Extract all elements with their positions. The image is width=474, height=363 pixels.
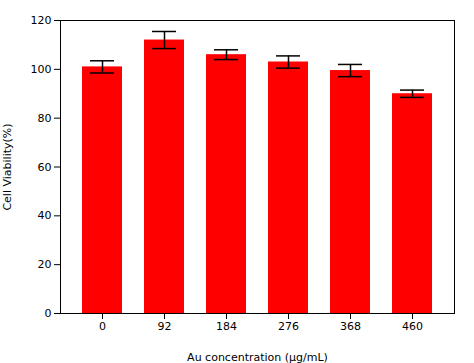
- svg-text:460: 460: [402, 320, 423, 333]
- svg-text:184: 184: [216, 320, 237, 333]
- svg-text:Au concentration (μg/mL): Au concentration (μg/mL): [187, 351, 328, 363]
- svg-text:276: 276: [278, 320, 299, 333]
- svg-text:368: 368: [340, 320, 361, 333]
- svg-text:100: 100: [31, 63, 52, 76]
- svg-text:Cell Viability(%): Cell Viability(%): [1, 123, 14, 210]
- svg-text:60: 60: [38, 161, 52, 174]
- svg-text:80: 80: [38, 112, 52, 125]
- svg-text:92: 92: [158, 320, 172, 333]
- svg-text:20: 20: [38, 258, 52, 271]
- svg-text:120: 120: [31, 14, 52, 27]
- svg-text:0: 0: [45, 307, 52, 320]
- svg-text:40: 40: [38, 209, 52, 222]
- svg-text:0: 0: [99, 320, 106, 333]
